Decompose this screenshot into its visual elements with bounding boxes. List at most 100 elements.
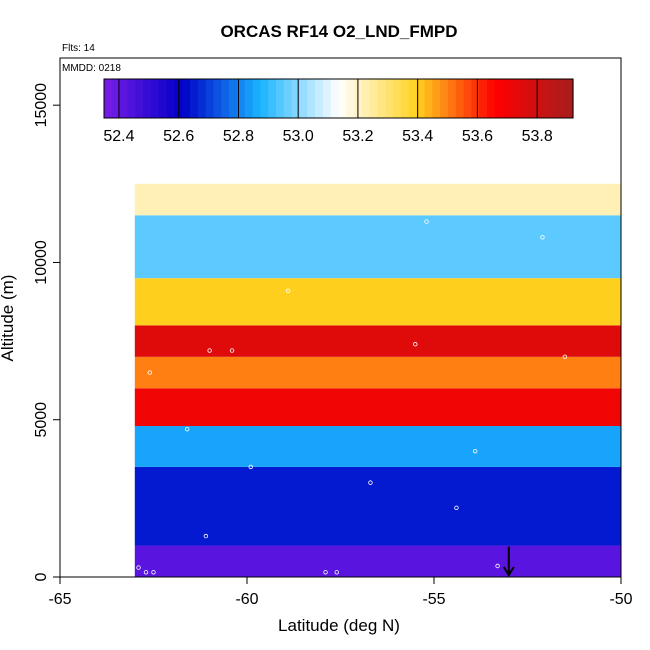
plot-frame: [59, 57, 622, 578]
colorbar-cell-23: [283, 79, 293, 118]
colorbar-cell-5: [143, 79, 152, 118]
colorbar-cell-39: [408, 79, 418, 118]
colorbar-cell-47: [471, 79, 480, 118]
sample-point-18: [454, 505, 459, 510]
colorbar-cell-3: [127, 79, 136, 118]
colorbar-cell-13: [205, 79, 215, 118]
colorbar-tick-label-1: 52.6: [163, 128, 194, 145]
colorbar-cell-58: [557, 79, 566, 118]
colorbar-cell-6: [150, 79, 160, 118]
sample-point-5: [495, 563, 500, 569]
field-band-0: [134, 545, 622, 577]
flights-annotation: Flts: 14: [62, 43, 95, 54]
marker-arrow-head: [502, 566, 515, 577]
x-tick-label-0: -65: [48, 591, 71, 608]
colorbar-cell-51: [502, 79, 512, 118]
colorbar-cell-20: [260, 79, 269, 118]
sample-point-7: [207, 348, 212, 353]
colorbar-tick-label-6: 53.6: [462, 128, 493, 145]
colorbar-cell-17: [236, 79, 246, 118]
colorbar-cell-27: [315, 79, 324, 118]
sample-point-2: [151, 570, 156, 575]
colorbar-cell-54: [526, 79, 535, 118]
colorbar-tick-label-4: 53.2: [342, 128, 373, 145]
colorbar-cell-40: [416, 79, 426, 118]
x-axis-label: Latitude (deg N): [278, 616, 400, 635]
colorbar-tick-label-2: 52.8: [223, 128, 254, 145]
sample-point-0: [136, 565, 141, 570]
sample-point-10: [562, 354, 568, 360]
sample-point-11: [184, 426, 190, 432]
colorbar-cell-31: [346, 79, 355, 118]
colorbar-cell-34: [369, 79, 379, 118]
colorbar-cell-36: [385, 79, 394, 118]
x-axis: -65 -60 -55 -50: [48, 577, 633, 608]
colorbar-cell-50: [494, 79, 504, 118]
field-band-7: [134, 215, 622, 279]
colorbar-cell-11: [189, 79, 199, 118]
colorbar-cell-14: [213, 79, 222, 118]
colorbar-cell-2: [119, 79, 129, 118]
field-band-8: [134, 183, 622, 216]
sample-point-4: [334, 570, 339, 575]
colorbar-cell-43: [440, 79, 449, 118]
colorbar-cell-44: [447, 79, 457, 118]
field-band-6: [134, 278, 622, 326]
colorbar-cell-28: [322, 79, 332, 118]
y-tick-label-1: 5000: [33, 402, 50, 438]
colorbar-cell-56: [541, 79, 551, 118]
sample-point-6: [147, 370, 152, 375]
colorbar-cell-25: [299, 79, 308, 118]
field-band-3: [134, 388, 622, 427]
sample-point-17: [285, 288, 291, 293]
colorbar-cell-38: [401, 79, 410, 118]
field-band-1: [134, 466, 622, 546]
y-tick-label-0: 0: [33, 572, 50, 581]
colorbar-cell-12: [197, 79, 207, 118]
heatmap-field: [134, 183, 622, 577]
colorbar-tick-label-5: 53.4: [402, 128, 433, 145]
colorbar-cell-30: [338, 79, 347, 118]
x-tick-label-1: -60: [235, 591, 258, 608]
colorbar-cell-19: [252, 79, 261, 118]
colorbar-cell-45: [455, 79, 465, 118]
x-tick-label-2: -55: [422, 591, 445, 608]
colorbar-cell-59: [565, 79, 574, 118]
colorbar-cell-41: [424, 79, 433, 118]
colorbar-cell-37: [393, 79, 402, 118]
colorbar-cell-21: [268, 79, 277, 118]
colorbar-cell-4: [135, 79, 144, 118]
sample-point-3: [323, 570, 328, 575]
chart-title: ORCAS RF14 O2_LND_FMPD: [220, 22, 457, 41]
colorbar-cell-35: [377, 79, 386, 118]
y-axis-label: Altitude (m): [0, 275, 17, 362]
colorbar-cell-18: [244, 79, 254, 118]
colorbar-tick-label-7: 53.8: [522, 128, 553, 145]
colorbar-cell-49: [487, 79, 496, 118]
colorbar: 52.4 52.6 52.8 53.0 53.2 53.4 53.6 53.8: [103, 78, 574, 145]
sample-point-9: [413, 342, 418, 347]
colorbar-tick-label-3: 53.0: [283, 128, 314, 145]
colorbar-cell-8: [166, 79, 175, 118]
sample-point-13: [368, 480, 373, 485]
colorbar-cell-22: [275, 79, 285, 118]
colorbar-cell-46: [463, 79, 472, 118]
x-tick-label-3: -50: [609, 591, 632, 608]
field-band-5: [134, 325, 622, 357]
colorbar-cell-42: [432, 79, 441, 118]
sample-point-8: [229, 348, 235, 353]
colorbar-cell-15: [221, 79, 230, 118]
colorbar-cell-1: [111, 79, 121, 118]
field-band-2: [134, 426, 622, 467]
location-marker: [502, 546, 515, 577]
colorbar-frame: [103, 78, 574, 119]
colorbar-cell-53: [518, 79, 527, 118]
colorbar-cell-10: [182, 79, 191, 118]
colorbar-cell-7: [158, 79, 168, 118]
sample-point-14: [472, 448, 478, 454]
sample-point-15: [424, 219, 429, 224]
sample-point-16: [540, 235, 545, 240]
sample-points: [136, 219, 568, 575]
y-tick-label-3: 15000: [33, 83, 50, 128]
